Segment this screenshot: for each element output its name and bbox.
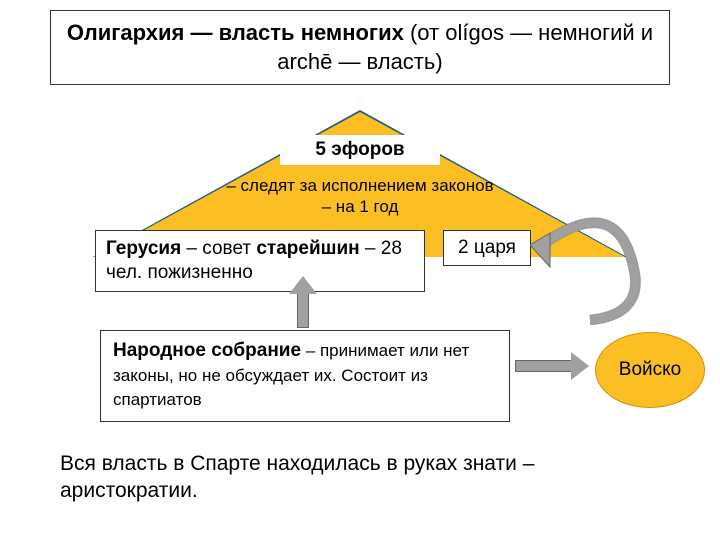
footer-text: Вся власть в Спарте находилась в руках з… xyxy=(60,450,660,505)
gerusia-bold1: Герусия xyxy=(106,238,181,259)
gerusia-mid: – совет xyxy=(181,238,256,259)
title-box: Олигархия — власть немногих (от olígos —… xyxy=(50,10,670,85)
arrow-up-icon xyxy=(297,290,309,328)
title-bold: Олигархия — власть немногих xyxy=(67,20,404,45)
kings-box: 2 царя xyxy=(443,230,531,266)
arrow-right-icon xyxy=(515,360,573,372)
curved-arrow-icon xyxy=(530,195,660,325)
gerusia-bold2: старейшин xyxy=(256,238,359,259)
ephors-title: 5 эфоров xyxy=(280,135,440,165)
assembly-bold: Народное собрание xyxy=(113,340,301,361)
army-label: Войско xyxy=(619,359,681,381)
ephors-subtitle: – следят за исполнением законов – на 1 г… xyxy=(225,175,495,218)
gerusia-box: Герусия – совет старейшин – 28 чел. пожи… xyxy=(95,230,425,292)
army-circle: Войско xyxy=(595,332,705,408)
assembly-box: Народное собрание – принимает или нет за… xyxy=(100,330,510,422)
